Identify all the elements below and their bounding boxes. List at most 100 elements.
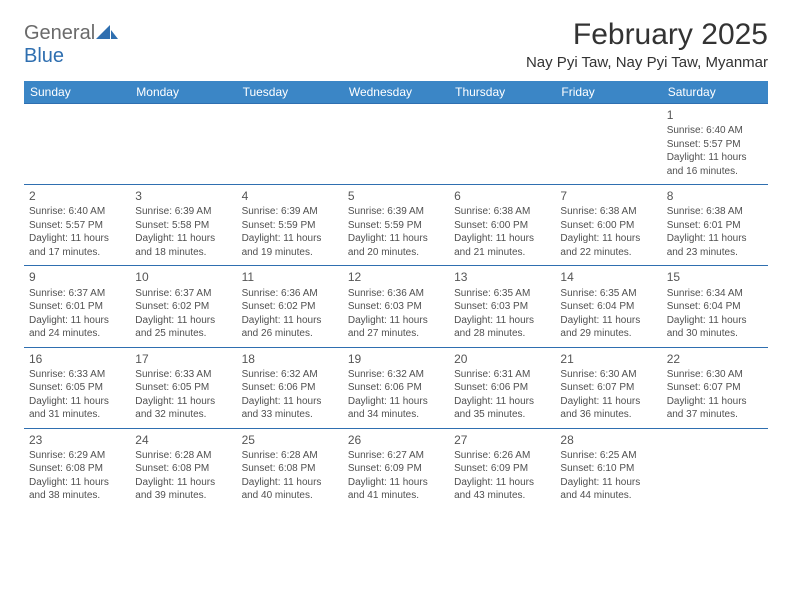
day-cell: 14Sunrise: 6:35 AMSunset: 6:04 PMDayligh… [555, 266, 661, 346]
day-cell: 15Sunrise: 6:34 AMSunset: 6:04 PMDayligh… [662, 266, 768, 346]
month-title: February 2025 [526, 18, 768, 52]
day-number: 19 [348, 351, 444, 367]
day-cell: 6Sunrise: 6:38 AMSunset: 6:00 PMDaylight… [449, 185, 555, 265]
sunrise-text: Sunrise: 6:29 AM [29, 449, 125, 463]
sunset-text: Sunset: 6:09 PM [348, 462, 444, 476]
weeks-container: 1Sunrise: 6:40 AMSunset: 5:57 PMDaylight… [24, 103, 768, 509]
sunset-text: Sunset: 6:00 PM [560, 219, 656, 233]
logo-general: General [24, 22, 95, 44]
sunset-text: Sunset: 6:10 PM [560, 462, 656, 476]
day-number: 3 [135, 188, 231, 204]
sunrise-text: Sunrise: 6:38 AM [667, 205, 763, 219]
daylight-text: Daylight: 11 hours and 39 minutes. [135, 476, 231, 503]
day-cell: 8Sunrise: 6:38 AMSunset: 6:01 PMDaylight… [662, 185, 768, 265]
daylight-text: Daylight: 11 hours and 37 minutes. [667, 395, 763, 422]
day-cell: 12Sunrise: 6:36 AMSunset: 6:03 PMDayligh… [343, 266, 449, 346]
day-cell [449, 104, 555, 184]
sunset-text: Sunset: 6:07 PM [560, 381, 656, 395]
dow-cell: Saturday [662, 81, 768, 103]
week-row: 1Sunrise: 6:40 AMSunset: 5:57 PMDaylight… [24, 103, 768, 184]
day-cell: 11Sunrise: 6:36 AMSunset: 6:02 PMDayligh… [237, 266, 343, 346]
day-cell: 2Sunrise: 6:40 AMSunset: 5:57 PMDaylight… [24, 185, 130, 265]
sunrise-text: Sunrise: 6:33 AM [135, 368, 231, 382]
sunrise-text: Sunrise: 6:37 AM [135, 287, 231, 301]
daylight-text: Daylight: 11 hours and 29 minutes. [560, 314, 656, 341]
day-cell [343, 104, 449, 184]
day-of-week-header: SundayMondayTuesdayWednesdayThursdayFrid… [24, 81, 768, 103]
sunset-text: Sunset: 6:03 PM [454, 300, 550, 314]
daylight-text: Daylight: 11 hours and 31 minutes. [29, 395, 125, 422]
sunrise-text: Sunrise: 6:32 AM [348, 368, 444, 382]
day-number: 12 [348, 269, 444, 285]
sunrise-text: Sunrise: 6:39 AM [135, 205, 231, 219]
sunset-text: Sunset: 5:58 PM [135, 219, 231, 233]
daylight-text: Daylight: 11 hours and 30 minutes. [667, 314, 763, 341]
sunrise-text: Sunrise: 6:30 AM [667, 368, 763, 382]
daylight-text: Daylight: 11 hours and 41 minutes. [348, 476, 444, 503]
location: Nay Pyi Taw, Nay Pyi Taw, Myanmar [526, 54, 768, 71]
day-cell: 9Sunrise: 6:37 AMSunset: 6:01 PMDaylight… [24, 266, 130, 346]
sunset-text: Sunset: 6:02 PM [242, 300, 338, 314]
sunset-text: Sunset: 5:59 PM [348, 219, 444, 233]
sunset-text: Sunset: 6:08 PM [135, 462, 231, 476]
sunset-text: Sunset: 6:04 PM [560, 300, 656, 314]
header: General Blue February 2025 Nay Pyi Taw, … [24, 18, 768, 71]
daylight-text: Daylight: 11 hours and 25 minutes. [135, 314, 231, 341]
daylight-text: Daylight: 11 hours and 16 minutes. [667, 151, 763, 178]
day-cell [662, 429, 768, 509]
day-cell: 19Sunrise: 6:32 AMSunset: 6:06 PMDayligh… [343, 348, 449, 428]
dow-cell: Wednesday [343, 81, 449, 103]
sunrise-text: Sunrise: 6:36 AM [242, 287, 338, 301]
daylight-text: Daylight: 11 hours and 43 minutes. [454, 476, 550, 503]
day-cell: 20Sunrise: 6:31 AMSunset: 6:06 PMDayligh… [449, 348, 555, 428]
day-cell: 26Sunrise: 6:27 AMSunset: 6:09 PMDayligh… [343, 429, 449, 509]
day-cell: 10Sunrise: 6:37 AMSunset: 6:02 PMDayligh… [130, 266, 236, 346]
logo: General Blue [24, 18, 118, 68]
sunrise-text: Sunrise: 6:28 AM [242, 449, 338, 463]
day-cell: 25Sunrise: 6:28 AMSunset: 6:08 PMDayligh… [237, 429, 343, 509]
sunset-text: Sunset: 6:06 PM [242, 381, 338, 395]
day-number: 26 [348, 432, 444, 448]
sunrise-text: Sunrise: 6:39 AM [348, 205, 444, 219]
daylight-text: Daylight: 11 hours and 28 minutes. [454, 314, 550, 341]
sunset-text: Sunset: 6:02 PM [135, 300, 231, 314]
day-cell: 18Sunrise: 6:32 AMSunset: 6:06 PMDayligh… [237, 348, 343, 428]
logo-text: General Blue [24, 22, 118, 68]
daylight-text: Daylight: 11 hours and 18 minutes. [135, 232, 231, 259]
daylight-text: Daylight: 11 hours and 17 minutes. [29, 232, 125, 259]
sunset-text: Sunset: 6:09 PM [454, 462, 550, 476]
daylight-text: Daylight: 11 hours and 40 minutes. [242, 476, 338, 503]
day-cell: 7Sunrise: 6:38 AMSunset: 6:00 PMDaylight… [555, 185, 661, 265]
day-number: 25 [242, 432, 338, 448]
sunrise-text: Sunrise: 6:35 AM [454, 287, 550, 301]
sunrise-text: Sunrise: 6:25 AM [560, 449, 656, 463]
sunrise-text: Sunrise: 6:37 AM [29, 287, 125, 301]
day-number: 4 [242, 188, 338, 204]
sunset-text: Sunset: 5:57 PM [29, 219, 125, 233]
daylight-text: Daylight: 11 hours and 44 minutes. [560, 476, 656, 503]
day-number: 17 [135, 351, 231, 367]
day-number: 28 [560, 432, 656, 448]
day-number: 24 [135, 432, 231, 448]
week-row: 9Sunrise: 6:37 AMSunset: 6:01 PMDaylight… [24, 265, 768, 346]
title-block: February 2025 Nay Pyi Taw, Nay Pyi Taw, … [526, 18, 768, 71]
sunrise-text: Sunrise: 6:27 AM [348, 449, 444, 463]
daylight-text: Daylight: 11 hours and 19 minutes. [242, 232, 338, 259]
daylight-text: Daylight: 11 hours and 22 minutes. [560, 232, 656, 259]
dow-cell: Friday [555, 81, 661, 103]
day-number: 6 [454, 188, 550, 204]
sunrise-text: Sunrise: 6:31 AM [454, 368, 550, 382]
calendar: SundayMondayTuesdayWednesdayThursdayFrid… [24, 81, 768, 509]
daylight-text: Daylight: 11 hours and 38 minutes. [29, 476, 125, 503]
day-number: 18 [242, 351, 338, 367]
sunrise-text: Sunrise: 6:33 AM [29, 368, 125, 382]
logo-blue: Blue [24, 45, 64, 67]
day-number: 8 [667, 188, 763, 204]
day-number: 21 [560, 351, 656, 367]
day-number: 11 [242, 269, 338, 285]
dow-cell: Sunday [24, 81, 130, 103]
sunrise-text: Sunrise: 6:35 AM [560, 287, 656, 301]
day-number: 22 [667, 351, 763, 367]
day-cell: 28Sunrise: 6:25 AMSunset: 6:10 PMDayligh… [555, 429, 661, 509]
day-number: 9 [29, 269, 125, 285]
